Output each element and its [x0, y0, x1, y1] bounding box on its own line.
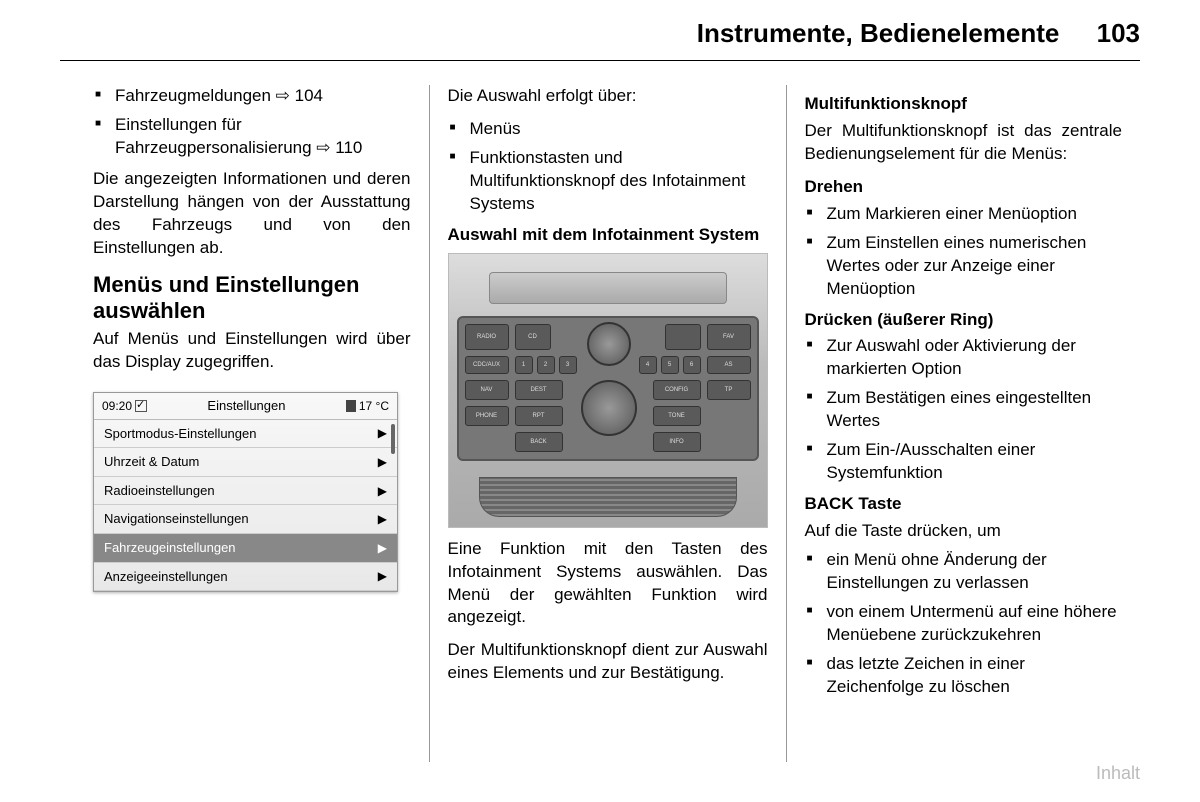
page-number: 103 [1097, 18, 1140, 48]
btn: INFO [653, 432, 701, 452]
btn: CDC/AUX [465, 356, 509, 374]
btn: 2 [537, 356, 555, 374]
btn: TP [707, 380, 751, 400]
display-row: Anzeigeeinstellungen ▶ [94, 563, 397, 592]
display-row: Radioeinstellungen ▶ [94, 477, 397, 506]
chevron-right-icon: ▶ [378, 568, 387, 584]
btn: NAV [465, 380, 509, 400]
console-vent-bottom [479, 477, 737, 517]
header-divider [60, 60, 1140, 61]
btn: 3 [559, 356, 577, 374]
chevron-right-icon: ▶ [378, 454, 387, 470]
list-item: Zum Ein-/Ausschalten einer Systemfunktio… [805, 439, 1123, 485]
row-label: Radioeinstellungen [104, 482, 215, 500]
btn: DEST [515, 380, 563, 400]
btn: TONE [653, 406, 701, 426]
btn [665, 324, 701, 350]
paragraph: Auf die Taste drücken, um [805, 520, 1123, 543]
link-item: Einstellungen für Fahrzeugpersonalisieru… [93, 114, 411, 160]
sub-heading: Drehen [805, 176, 1123, 199]
paragraph: Der Multifunktionsknopf dient zur Auswah… [448, 639, 768, 685]
row-label: Anzeigeeinstellungen [104, 568, 228, 586]
paragraph: Eine Funktion mit den Tasten des Infotai… [448, 538, 768, 630]
bullet-list: ein Menü ohne Änderung der Einstellungen… [805, 549, 1123, 699]
paragraph: Die Auswahl erfolgt über: [448, 85, 768, 108]
paragraph: Die angezeigten Informationen und deren … [93, 168, 411, 260]
btn: BACK [515, 432, 563, 452]
header-title: Instrumente, Bedienelemente [697, 18, 1060, 48]
btn: RPT [515, 406, 563, 426]
sub-heading: BACK Taste [805, 493, 1123, 516]
display-temp: 17 °C [359, 398, 389, 414]
display-screenshot: 09:20 Einstellungen 17 °C Sportmodus-Ein… [93, 392, 398, 592]
scrollbar-thumb [391, 424, 395, 454]
scrollbar [391, 424, 395, 587]
btn: 1 [515, 356, 533, 374]
btn: CD [515, 324, 551, 350]
list-item: von einem Untermenü auf eine höhere Menü… [805, 601, 1123, 647]
top-knob [587, 322, 631, 366]
display-title: Einstellungen [147, 397, 346, 415]
column-3: Multifunktionsknopf Der Multifunktionskn… [787, 85, 1141, 762]
display-time: 09:20 [102, 398, 132, 414]
page-header: Instrumente, Bedienelemente 103 [697, 18, 1140, 49]
content-columns: Fahrzeugmeldungen ⇨ 104 Einstellungen fü… [75, 85, 1140, 762]
btn: 5 [661, 356, 679, 374]
btn: FAV [707, 324, 751, 350]
sub-heading: Multifunktionsknopf [805, 93, 1123, 116]
row-label: Sportmodus-Einstellungen [104, 425, 256, 443]
row-label: Uhrzeit & Datum [104, 453, 199, 471]
list-item: ein Menü ohne Änderung der Einstellungen… [805, 549, 1123, 595]
temp-icon [346, 400, 356, 412]
btn: AS [707, 356, 751, 374]
console-vent-top [489, 272, 727, 304]
list-item: das letzte Zeichen in einer Zeichenfolge… [805, 653, 1123, 699]
footer-link[interactable]: Inhalt [1096, 763, 1140, 784]
display-topbar: 09:20 Einstellungen 17 °C [94, 393, 397, 420]
row-label: Navigationseinstellungen [104, 510, 249, 528]
infotainment-console: RADIO CD FAV 1 2 3 4 5 6 AS CDC/AUX DEST… [448, 253, 768, 528]
bullet-list: Menüs Funktionstasten und Multifunktions… [448, 118, 768, 216]
list-item: Zum Einstellen eines numerischen Wertes … [805, 232, 1123, 301]
column-2: Die Auswahl erfolgt über: Menüs Funktion… [430, 85, 787, 762]
btn: 4 [639, 356, 657, 374]
chevron-right-icon: ▶ [378, 540, 387, 556]
section-heading: Menüs und Einstellungen auswählen [93, 272, 411, 325]
sub-heading: Drücken (äußerer Ring) [805, 309, 1123, 332]
list-item: Menüs [448, 118, 768, 141]
chevron-right-icon: ▶ [378, 425, 387, 441]
bullet-list: Zum Markieren einer Menüoption Zum Einst… [805, 203, 1123, 301]
display-row: Navigationseinstellungen ▶ [94, 505, 397, 534]
list-item: Zur Auswahl oder Aktivierung der markier… [805, 335, 1123, 381]
list-item: Funktionstasten und Multifunktionsknopf … [448, 147, 768, 216]
main-knob [581, 380, 637, 436]
paragraph: Auf Menüs und Einstellungen wird über da… [93, 328, 411, 374]
bullet-list: Zur Auswahl oder Aktivierung der markier… [805, 335, 1123, 485]
display-row-selected: Fahrzeugeinstellungen ▶ [94, 534, 397, 563]
list-item: Zum Bestätigen eines eingestellten Werte… [805, 387, 1123, 433]
link-item: Fahrzeugmeldungen ⇨ 104 [93, 85, 411, 108]
console-panel: RADIO CD FAV 1 2 3 4 5 6 AS CDC/AUX DEST… [457, 316, 759, 461]
paragraph: Der Multifunktionsknopf ist das zentrale… [805, 120, 1123, 166]
list-item: Zum Markieren einer Menüoption [805, 203, 1123, 226]
display-row: Sportmodus-Einstellungen ▶ [94, 420, 397, 449]
link-list: Fahrzeugmeldungen ⇨ 104 Einstellungen fü… [93, 85, 411, 160]
btn: RADIO [465, 324, 509, 350]
chevron-right-icon: ▶ [378, 483, 387, 499]
btn: PHONE [465, 406, 509, 426]
sub-heading: Auswahl mit dem Infotainment System [448, 224, 768, 247]
btn: 6 [683, 356, 701, 374]
row-label: Fahrzeugeinstellungen [104, 539, 236, 557]
display-row: Uhrzeit & Datum ▶ [94, 448, 397, 477]
btn: CONFIG [653, 380, 701, 400]
column-1: Fahrzeugmeldungen ⇨ 104 Einstellungen fü… [75, 85, 430, 762]
chevron-right-icon: ▶ [378, 511, 387, 527]
display-rows: Sportmodus-Einstellungen ▶ Uhrzeit & Datu… [94, 420, 397, 591]
check-icon [135, 400, 147, 412]
